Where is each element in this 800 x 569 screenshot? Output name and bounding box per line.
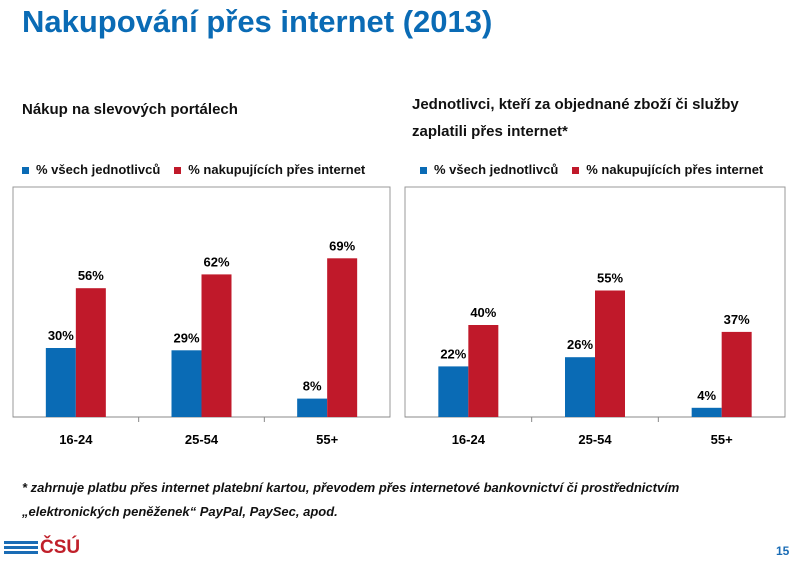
data-label: 8%: [303, 379, 322, 394]
chart2-title-line1: Jednotlivci, kteří za objednané zboží či…: [412, 96, 739, 113]
data-label: 69%: [329, 238, 355, 253]
bar-red: [468, 325, 499, 417]
footnote-line2: „elektronických peněženek“ PayPal, PaySe…: [22, 504, 338, 519]
bar-blue: [438, 366, 469, 417]
legend-swatch-blue: [420, 167, 427, 175]
data-label: 30%: [48, 328, 74, 343]
legend-item: % nakupujících přes internet: [572, 162, 763, 177]
legend-label: % nakupujících přes internet: [586, 162, 764, 177]
data-label: 55%: [597, 271, 623, 286]
chart2-title-line2: zaplatili přes internet*: [412, 123, 568, 140]
chart2-title: Jednotlivci, kteří za objednané zboží či…: [412, 91, 739, 145]
bar-red: [75, 288, 106, 417]
x-tick-label: 16-24: [59, 432, 93, 447]
bar-blue: [565, 357, 595, 417]
bar-red: [201, 274, 232, 417]
logo-stripes: [4, 541, 38, 555]
legend-item: % všech jednotlivců: [420, 162, 558, 177]
bar-blue: [45, 348, 76, 417]
bar-red: [595, 290, 625, 417]
bar-red: [327, 258, 358, 417]
legend-item: % všech jednotlivců: [22, 162, 160, 177]
legend-swatch-red: [174, 167, 182, 175]
footnote: * zahrnuje platbu přes internet platební…: [22, 476, 792, 524]
bar-blue: [691, 407, 722, 417]
csu-logo: ČSÚ: [4, 537, 80, 559]
data-label: 40%: [470, 305, 496, 320]
legend-label: % všech jednotlivců: [36, 162, 161, 177]
data-label: 37%: [724, 312, 750, 327]
legend-item: % nakupujících přes internet: [174, 162, 365, 177]
bar-blue: [297, 398, 328, 417]
x-tick-label: 16-24: [452, 432, 486, 447]
page-number: 15: [776, 544, 790, 558]
data-label: 29%: [173, 330, 199, 345]
x-tick-label: 25-54: [578, 432, 612, 447]
chart1-legend: % všech jednotlivců % nakupujících přes …: [22, 162, 365, 177]
bar-blue: [171, 350, 202, 417]
x-tick-label: 55+: [316, 432, 338, 447]
x-tick-label: 25-54: [185, 432, 219, 447]
data-label: 26%: [567, 337, 593, 352]
legend-label: % všech jednotlivců: [434, 162, 559, 177]
page-title: Nakupování přes internet (2013): [22, 4, 493, 39]
legend-label: % nakupujících přes internet: [188, 162, 366, 177]
data-label: 56%: [78, 268, 104, 283]
data-label: 4%: [697, 388, 716, 403]
x-tick-label: 55+: [711, 432, 733, 447]
chart2-legend: % všech jednotlivců % nakupujících přes …: [420, 162, 763, 177]
footnote-line1: * zahrnuje platbu přes internet platební…: [22, 480, 680, 495]
data-label: 22%: [440, 346, 466, 361]
logo-text: ČSÚ: [40, 537, 81, 558]
bar-red: [721, 331, 752, 417]
chart1-title: Nákup na slevových portálech: [22, 101, 238, 118]
legend-swatch-blue: [22, 167, 29, 175]
legend-swatch-red: [572, 167, 580, 175]
data-label: 62%: [203, 254, 229, 269]
